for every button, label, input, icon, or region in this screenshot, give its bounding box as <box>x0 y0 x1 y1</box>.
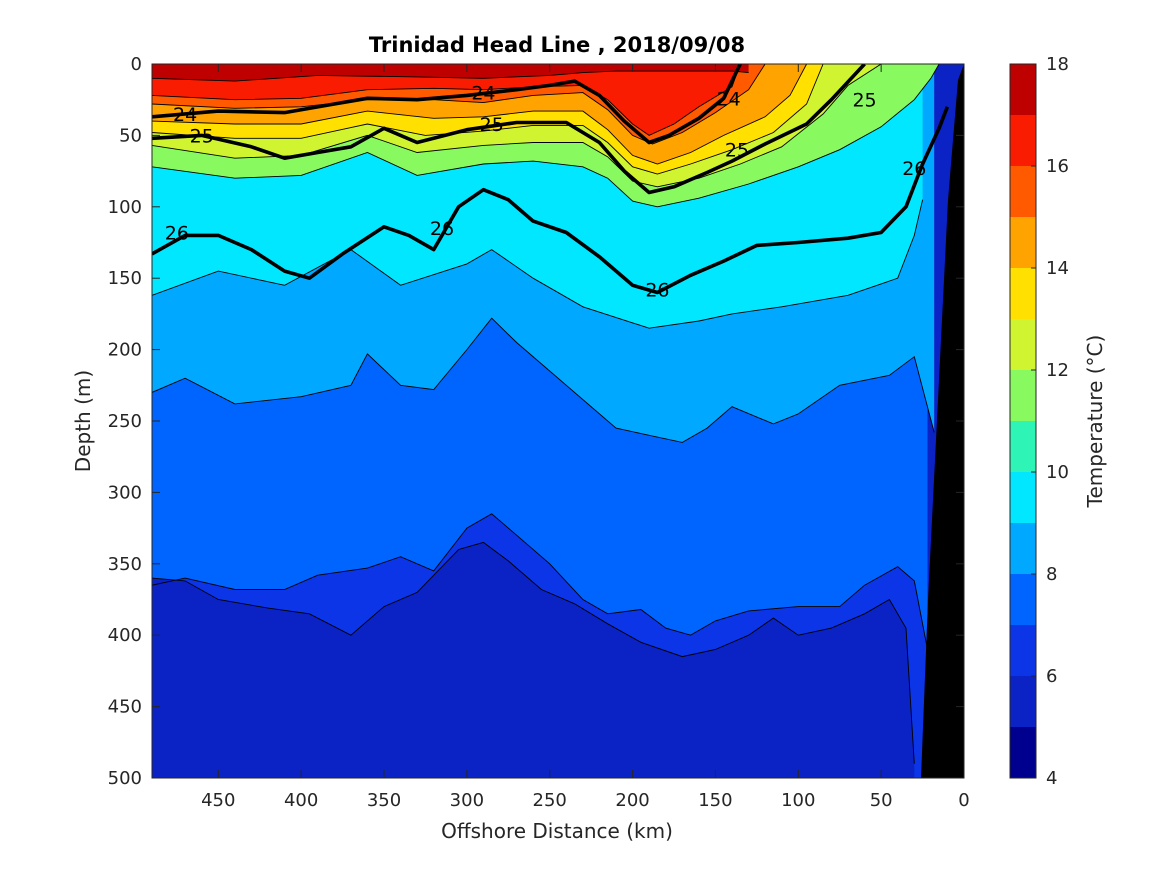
isotherm-13 <box>152 64 824 175</box>
density-label-26: 26 <box>902 158 926 180</box>
density-label-24: 24 <box>173 104 197 126</box>
x-axis: 450 400 350 300 250 200 150 100 50 0 <box>201 64 970 811</box>
colorbar-tick-label: 14 <box>1046 258 1069 279</box>
density-label-24: 24 <box>471 83 495 105</box>
colorbar-tick-label: 18 <box>1046 54 1069 75</box>
density-contour-26 <box>152 106 950 295</box>
temperature-band-deep <box>152 542 915 778</box>
x-tick-label: 400 <box>284 790 318 811</box>
colorbar-swatch <box>1010 268 1036 319</box>
density-label-26: 26 <box>645 280 669 302</box>
density-contour-25 <box>152 64 866 195</box>
colorbar-swatch <box>1010 64 1036 115</box>
density-label-25: 25 <box>852 90 876 112</box>
isotherm-8 <box>152 317 935 443</box>
density-label-25: 25 <box>190 125 214 147</box>
y-axis-label: Depth (m) <box>71 370 95 472</box>
y-tick-label: 350 <box>108 554 142 575</box>
colorbar-swatch <box>1010 115 1036 166</box>
isotherm-14 <box>152 64 807 165</box>
density-label-26: 26 <box>165 223 189 245</box>
isotherm-layer <box>152 64 940 764</box>
x-tick-label: 0 <box>958 790 969 811</box>
colorbar-swatch <box>1010 574 1036 625</box>
colorbar-swatch <box>1010 370 1036 421</box>
colorbar-tick-label: 4 <box>1046 768 1057 789</box>
isotherm-7 <box>152 513 928 650</box>
x-tick-label: 150 <box>698 790 732 811</box>
x-axis-label: Offshore Distance (km) <box>441 819 673 843</box>
isotherm-9 <box>152 199 924 329</box>
chart-title: Trinidad Head Line , 2018/09/08 <box>369 33 745 57</box>
colorbar-tick-label: 8 <box>1046 564 1057 585</box>
y-tick-label: 450 <box>108 697 142 718</box>
colorbar-swatch <box>1010 421 1036 472</box>
x-tick-label: 200 <box>615 790 649 811</box>
y-axis: 0 50 100 150 200 250 300 350 400 450 500 <box>108 54 964 789</box>
colorbar-swatch <box>1010 625 1036 676</box>
colorbar-swatch <box>1010 676 1036 727</box>
y-tick-label: 200 <box>108 340 142 361</box>
y-tick-label: 500 <box>108 768 142 789</box>
colorbar-label: Temperature (°C) <box>1083 335 1107 509</box>
colorbar-swatch <box>1010 217 1036 268</box>
density-contour-24 <box>152 64 742 145</box>
colorbar-swatch <box>1010 523 1036 574</box>
colorbar: 4 6 8 10 12 14 16 18 <box>1009 54 1069 789</box>
seafloor-bathymetry <box>921 64 964 778</box>
isotherm-5 <box>152 541 915 764</box>
y-tick-label: 250 <box>108 411 142 432</box>
isotherm-17 <box>152 70 749 82</box>
y-tick-label: 400 <box>108 625 142 646</box>
colorbar-swatch <box>1010 319 1036 370</box>
isotherm-12 <box>152 64 882 188</box>
colorbar-tick-label: 16 <box>1046 156 1069 177</box>
y-tick-label: 100 <box>108 197 142 218</box>
colorbar-tick-label: 12 <box>1046 360 1069 381</box>
x-tick-label: 50 <box>870 790 893 811</box>
y-tick-label: 0 <box>131 54 142 75</box>
density-label-25: 25 <box>725 140 749 162</box>
density-label-25: 25 <box>480 114 504 136</box>
x-tick-label: 100 <box>781 790 815 811</box>
colorbar-swatch <box>1010 727 1036 778</box>
isotherm-11 <box>152 64 940 208</box>
density-label-26: 26 <box>430 218 454 240</box>
y-tick-label: 50 <box>119 125 142 146</box>
x-tick-label: 450 <box>201 790 235 811</box>
x-tick-label: 250 <box>533 790 567 811</box>
density-label-24: 24 <box>717 88 741 110</box>
temperature-band-16 <box>152 64 741 136</box>
temperature-fill-layer <box>152 64 964 778</box>
colorbar-tick-label: 10 <box>1046 462 1069 483</box>
x-tick-label: 350 <box>367 790 401 811</box>
y-tick-label: 150 <box>108 268 142 289</box>
colorbar-swatch <box>1010 166 1036 217</box>
x-tick-label: 300 <box>450 790 484 811</box>
y-tick-label: 300 <box>108 482 142 503</box>
colorbar-tick-label: 6 <box>1046 666 1057 687</box>
colorbar-swatch <box>1010 472 1036 523</box>
